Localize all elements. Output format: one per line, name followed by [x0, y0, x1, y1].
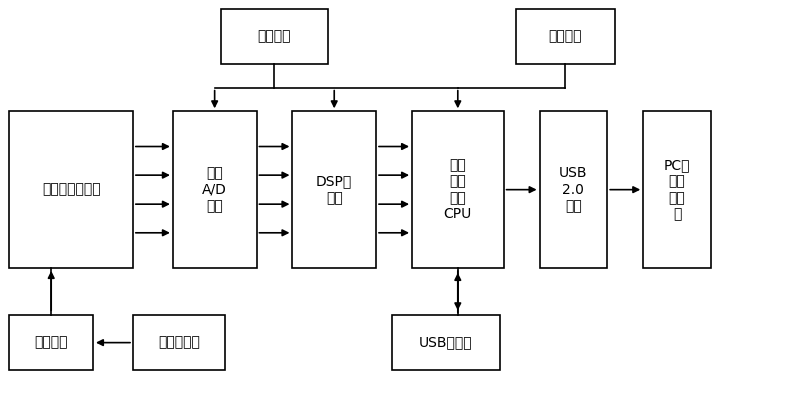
Text: 参数设置: 参数设置	[258, 30, 291, 44]
FancyBboxPatch shape	[173, 111, 257, 268]
Text: 激励电源: 激励电源	[34, 336, 68, 350]
FancyBboxPatch shape	[221, 9, 328, 64]
FancyBboxPatch shape	[412, 111, 504, 268]
FancyBboxPatch shape	[643, 111, 711, 268]
Text: DSP核
运算: DSP核 运算	[316, 175, 352, 205]
Text: 高性
能嵌
入式
CPU: 高性 能嵌 入式 CPU	[444, 158, 472, 221]
Text: 一发多收微线圈: 一发多收微线圈	[42, 182, 101, 197]
FancyBboxPatch shape	[10, 315, 93, 370]
FancyBboxPatch shape	[292, 111, 376, 268]
FancyBboxPatch shape	[539, 111, 607, 268]
Text: USB
2.0
接口: USB 2.0 接口	[559, 166, 588, 213]
Text: PC机
处理
及显
示: PC机 处理 及显 示	[664, 158, 690, 221]
FancyBboxPatch shape	[515, 9, 615, 64]
FancyBboxPatch shape	[10, 111, 133, 268]
Text: 电子罗盘: 电子罗盘	[549, 30, 582, 44]
FancyBboxPatch shape	[133, 315, 225, 370]
Text: 多频发生器: 多频发生器	[158, 336, 200, 350]
Text: 多路
A/D
采集: 多路 A/D 采集	[202, 166, 227, 213]
Text: USB存储器: USB存储器	[419, 336, 473, 350]
FancyBboxPatch shape	[392, 315, 500, 370]
